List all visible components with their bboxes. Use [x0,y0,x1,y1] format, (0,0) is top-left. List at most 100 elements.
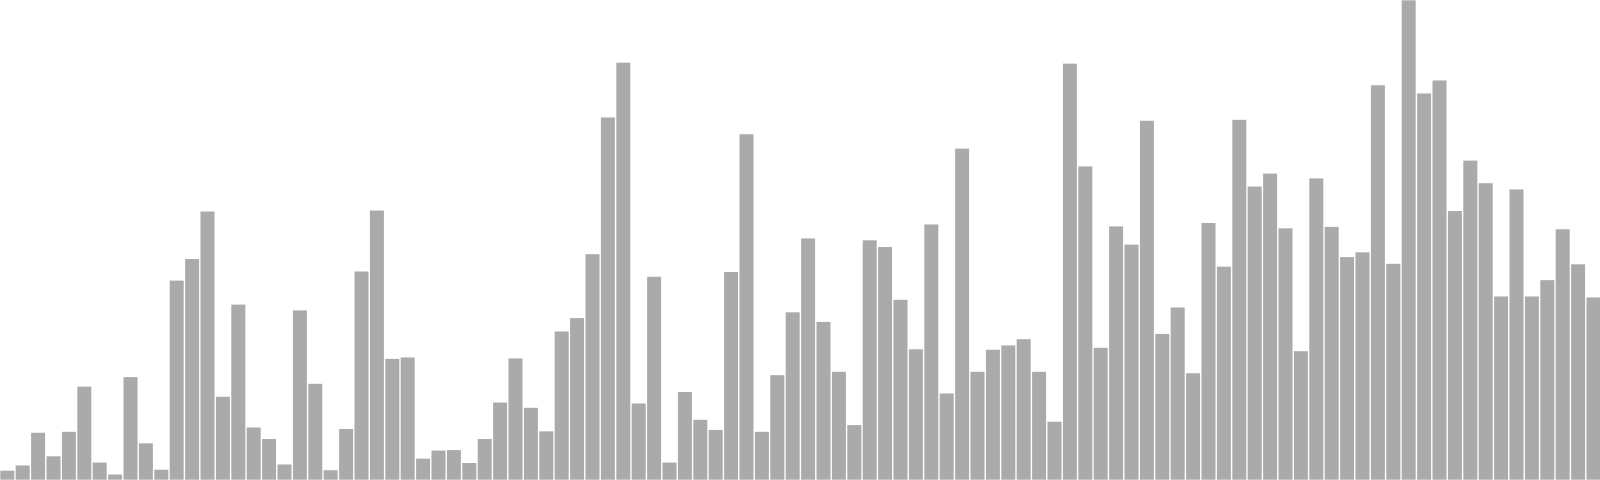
bar-90 [1370,84,1386,480]
bar-35 [523,407,539,480]
bar-41 [615,62,631,480]
bar-92 [1401,0,1417,480]
bar-6 [76,386,92,480]
bar-36 [538,430,554,480]
bar-22 [323,469,339,480]
bar-62 [939,392,955,480]
bar-45 [677,391,693,480]
bar-2 [15,464,31,480]
bar-46 [692,419,708,480]
bar-86 [1308,177,1324,480]
bar-19 [276,463,293,480]
bar-21 [307,383,323,480]
bar-24 [353,270,370,480]
bar-89 [1354,251,1371,480]
bar-88 [1339,256,1355,480]
bar-74 [1123,244,1140,480]
bar-32 [477,438,493,480]
bar-95 [1447,210,1463,480]
bar-5 [61,431,77,480]
bar-87 [1324,226,1340,480]
bar-78 [1185,372,1201,480]
bar-58 [877,246,893,480]
bar-57 [862,239,878,480]
bar-96 [1462,160,1478,480]
bar-39 [584,253,601,480]
bar-104 [1585,296,1600,480]
bar-3 [30,432,46,480]
bar-69 [1046,421,1063,480]
bar-33 [492,401,508,480]
bar-85 [1293,350,1309,480]
bar-93 [1416,92,1432,480]
bar-94 [1431,79,1448,480]
bar-4 [45,455,62,480]
bar-76 [1154,333,1170,480]
bar-9 [122,376,139,480]
bar-99 [1508,188,1525,480]
bar-65 [985,349,1001,480]
bar-25 [369,209,385,480]
bar-77 [1170,306,1186,480]
bar-100 [1524,295,1540,480]
bar-75 [1139,120,1155,480]
bar-43 [646,276,662,480]
bar-30 [446,449,462,480]
bar-73 [1108,225,1124,480]
bar-68 [1031,371,1047,480]
bar-18 [261,438,277,480]
bar-70 [1062,63,1078,480]
bar-13 [184,258,200,480]
bar-91 [1385,263,1401,480]
bar-101 [1539,279,1555,480]
bar-97 [1478,182,1494,480]
bar-7 [92,461,108,480]
bar-12 [169,280,185,480]
bar-15 [215,396,231,480]
bar-8 [107,473,123,480]
bar-44 [661,461,678,480]
bar-28 [415,458,431,480]
bar-56 [846,424,862,480]
bar-55 [831,371,847,480]
bar-67 [1016,338,1032,480]
bar-63 [954,148,970,480]
bar-26 [384,358,400,480]
bar-14 [199,210,216,480]
bar-38 [569,317,585,480]
bar-29 [430,449,447,480]
bar-11 [153,469,169,480]
bar-1 [0,470,15,480]
bar-34 [507,357,524,480]
bar-81 [1231,119,1247,480]
bar-31 [461,462,477,480]
bar-60 [908,348,924,480]
bar-82 [1247,185,1263,480]
bar-103 [1570,263,1586,480]
bar-80 [1216,266,1232,480]
bar-27 [400,356,416,480]
bar-10 [138,442,154,480]
bar-16 [230,304,246,480]
bar-72 [1093,347,1109,480]
bar-47 [708,429,724,480]
bar-23 [338,428,354,480]
bar-48 [723,271,739,480]
bar-40 [600,116,616,480]
bar-64 [969,371,986,480]
bar-54 [815,321,832,480]
bar-71 [1077,165,1093,480]
bar-49 [738,133,755,480]
bar-37 [554,330,570,480]
bar-102 [1555,228,1571,480]
bar-66 [1000,344,1016,480]
bar-52 [785,311,801,480]
bar-17 [246,426,262,480]
bar-53 [800,237,816,480]
bar-79 [1200,222,1217,480]
bar-83 [1262,172,1278,480]
bar-51 [769,374,785,480]
bar-20 [292,309,308,480]
